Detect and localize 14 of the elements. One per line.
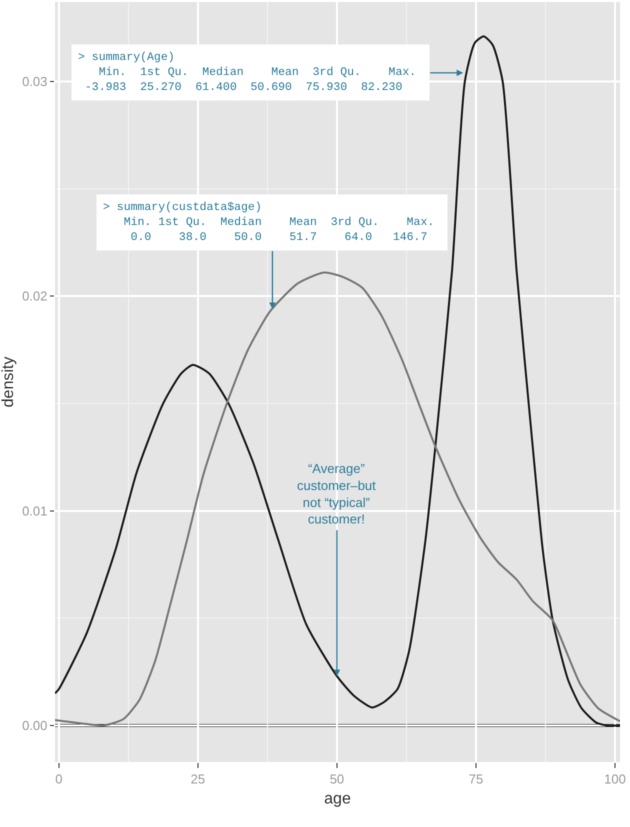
x-axis-title: age (324, 790, 351, 808)
y-tick-label: 0.00 (22, 718, 48, 734)
x-tick-label: 0 (55, 772, 63, 787)
x-tick-label: 100 (604, 772, 626, 787)
annotation: > summary(Age) Min. 1st Qu. Median Mean 3rd Qu. Max. -3.983 25.270 61.400 50.690 75.930 82.230 (78, 51, 424, 94)
y-tick-label: 0.03 (22, 74, 48, 89)
y-tick-label: 0.02 (22, 288, 48, 304)
y-tick-label: 0.01 (22, 503, 48, 518)
x-tick-label: 25 (190, 772, 206, 787)
x-tick-label: 75 (468, 772, 484, 787)
annotation: > summary(custdata$age) Min. 1st Qu. Median Mean 3rd Qu. Max. 0.0 38.0 50.0 51.7 64.0 146.7 (103, 201, 442, 244)
x-tick-label: 50 (330, 772, 344, 787)
y-axis-title: density (0, 356, 17, 408)
annotation: “Average” customer–but not “typical” customer! (297, 461, 376, 527)
